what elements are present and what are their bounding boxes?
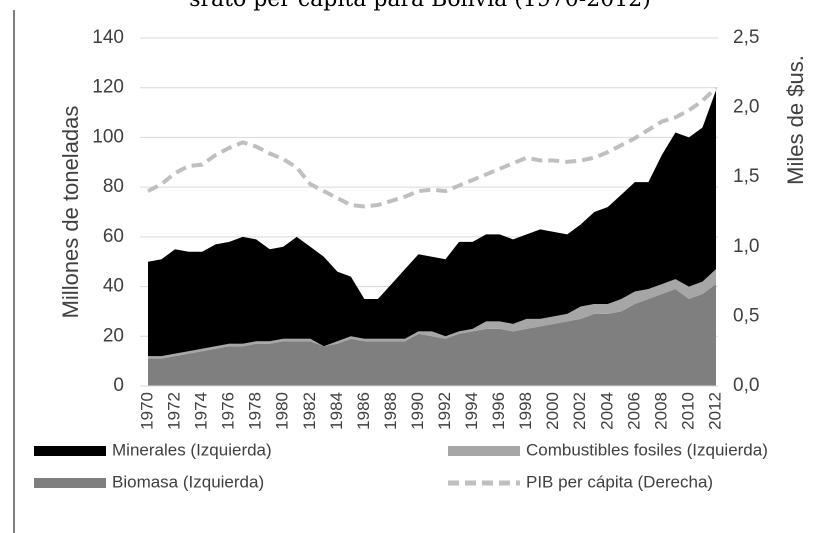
x-tick-label: 2008 [651, 392, 670, 430]
legend-swatch [34, 446, 106, 456]
y2-axis-title: Miles de $us. [783, 55, 808, 185]
x-tick-label: 1996 [489, 392, 508, 430]
x-tick-label: 2002 [570, 392, 589, 430]
chart-title: srato per cápita para Bolivia (1970-2012… [189, 0, 651, 12]
x-tick-label: 2000 [543, 392, 562, 430]
y-tick-label: 80 [103, 176, 124, 197]
y-axis-title: Millones de toneladas [58, 106, 83, 319]
x-tick-label: 1988 [381, 392, 400, 430]
pib-line [147, 86, 718, 209]
y2-tick-label: 2,5 [733, 27, 759, 48]
x-tick-label: 1984 [327, 392, 346, 430]
legend-label: Combustibles fosiles (Izquierda) [526, 440, 768, 459]
legend-label: Biomasa (Izquierda) [112, 472, 264, 491]
area [148, 284, 716, 386]
x-tick-label: 1978 [246, 392, 265, 430]
legend-swatch [448, 446, 520, 456]
x-tick-label: 1982 [300, 392, 319, 430]
y2-tick-label: 1,0 [733, 236, 759, 257]
legend-swatch [34, 478, 106, 488]
x-tick-label: 1970 [137, 392, 156, 430]
y-tick-label: 0 [113, 375, 124, 396]
x-tick-label: 2012 [705, 392, 724, 430]
x-tick-label: 2004 [597, 392, 616, 430]
x-tick-label: 1994 [462, 392, 481, 430]
y-tick-label: 140 [92, 27, 124, 48]
x-tick-label: 1972 [165, 392, 184, 430]
y2-tick-label: 1,5 [733, 166, 759, 187]
area [148, 90, 716, 357]
x-tick-label: 2006 [624, 392, 643, 430]
x-tick-label: 1990 [408, 392, 427, 430]
y2-tick-label: 0,0 [733, 375, 759, 396]
y2-tick-label: 0,5 [733, 305, 759, 326]
x-tick-label: 2010 [678, 392, 697, 430]
y-tick-label: 40 [103, 276, 124, 297]
y-tick-label: 100 [92, 126, 124, 147]
area [148, 269, 716, 359]
y-tick-label: 60 [103, 226, 124, 247]
x-tick-label: 1976 [219, 392, 238, 430]
legend-label: Minerales (Izquierda) [112, 440, 272, 459]
x-tick-label: 1998 [516, 392, 535, 430]
legend-label: PIB per cápita (Derecha) [526, 472, 713, 491]
y-tick-label: 20 [103, 325, 124, 346]
x-tick-label: 1992 [435, 392, 454, 430]
y-tick-label: 120 [92, 77, 124, 98]
y2-tick-label: 2,0 [733, 97, 759, 118]
x-tick-label: 1974 [192, 392, 211, 430]
x-tick-label: 1986 [354, 392, 373, 430]
x-tick-label: 1980 [273, 392, 292, 430]
